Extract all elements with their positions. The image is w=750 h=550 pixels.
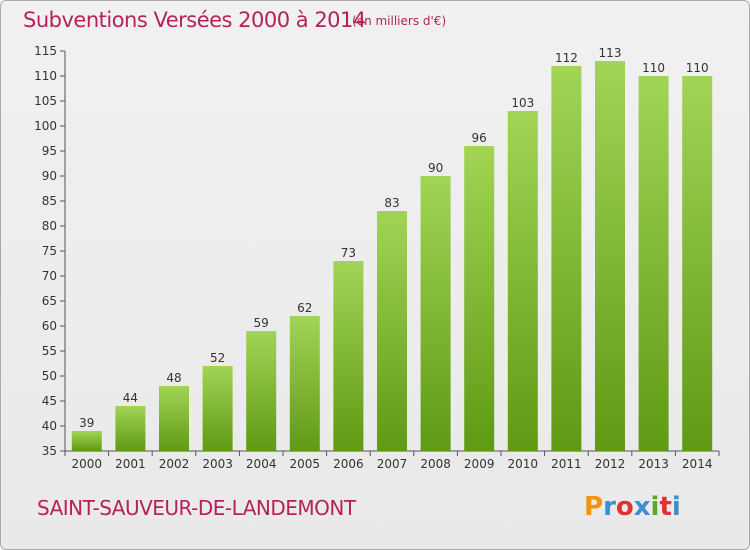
bar-layer: 39 44 48 52 59 62 73 83 90 96 103 112 113 110 110 [71, 46, 713, 451]
logo-letter: i [650, 492, 660, 522]
bar [420, 176, 451, 451]
y-tick-label: 110 [34, 69, 57, 83]
bar [202, 366, 233, 451]
y-tick-label: 105 [34, 94, 57, 108]
y-tick-label: 55 [42, 344, 57, 358]
x-tick-label: 2011 [551, 457, 582, 471]
y-tick-label: 65 [42, 294, 57, 308]
y-tick-label: 50 [42, 369, 57, 383]
x-tick-label: 2002 [159, 457, 190, 471]
axis-layer: 35 40 45 50 55 60 65 70 75 80 85 90 95 100 105 110 115 20… [34, 44, 720, 471]
x-tick-label: 2003 [202, 457, 233, 471]
bar [507, 111, 538, 451]
bar-value-label: 112 [555, 51, 578, 65]
bar-value-label: 39 [79, 416, 94, 430]
x-tick-label: 2005 [290, 457, 321, 471]
bar [289, 316, 320, 451]
bar-value-label: 110 [642, 61, 665, 75]
y-tick-label: 80 [42, 219, 57, 233]
bar [595, 61, 625, 451]
bar [333, 261, 364, 451]
bar [682, 76, 713, 451]
y-tick-label: 100 [34, 119, 57, 133]
bar-value-label: 110 [686, 61, 709, 75]
bar-value-label: 59 [254, 316, 269, 330]
logo-letter: i [671, 492, 681, 522]
proxiti-logo[interactable]: Proxiti [584, 492, 681, 522]
bar-value-label: 62 [297, 301, 312, 315]
y-tick-label: 70 [42, 269, 57, 283]
y-tick-label: 60 [42, 319, 57, 333]
bar-value-label: 73 [341, 246, 356, 260]
chart-title: Subventions Versées 2000 à 2014 [23, 8, 366, 32]
logo-letter: P [584, 492, 604, 522]
x-tick-label: 2012 [595, 457, 626, 471]
bar-value-label: 90 [428, 161, 443, 175]
bar-value-label: 96 [472, 131, 487, 145]
bar-value-label: 52 [210, 351, 225, 365]
y-tick-label: 35 [42, 444, 57, 458]
x-tick-label: 2010 [508, 457, 539, 471]
logo-letter: r [603, 492, 616, 522]
logo-letter: o [615, 492, 634, 522]
y-tick-label: 75 [42, 244, 57, 258]
bar-value-label: 113 [599, 46, 622, 60]
logo-letter: x [633, 492, 651, 522]
x-tick-label: 2014 [682, 457, 713, 471]
bar [246, 331, 277, 451]
bar [377, 211, 407, 451]
y-tick-label: 115 [34, 44, 57, 58]
x-tick-label: 2008 [420, 457, 451, 471]
x-tick-label: 2007 [377, 457, 408, 471]
x-tick-label: 2000 [72, 457, 103, 471]
bar [71, 431, 102, 451]
bar [159, 386, 189, 451]
x-tick-label: 2013 [638, 457, 669, 471]
x-tick-label: 2006 [333, 457, 364, 471]
bar [638, 76, 669, 451]
x-tick-label: 2001 [115, 457, 146, 471]
bar-value-label: 44 [123, 391, 138, 405]
y-tick-label: 85 [42, 194, 57, 208]
bar-value-label: 48 [166, 371, 181, 385]
commune-name: SAINT-SAUVEUR-DE-LANDEMONT [37, 496, 356, 520]
bar [551, 66, 582, 451]
y-tick-label: 40 [42, 419, 57, 433]
x-tick-label: 2004 [246, 457, 277, 471]
bar-value-label: 103 [511, 96, 534, 110]
bar-value-label: 83 [384, 196, 399, 210]
chart-subtitle: (en milliers d'€) [352, 14, 447, 28]
y-tick-label: 95 [42, 144, 57, 158]
y-tick-label: 45 [42, 394, 57, 408]
logo-letter: t [659, 492, 672, 522]
bar [464, 146, 495, 451]
bar [115, 406, 146, 451]
y-tick-label: 90 [42, 169, 57, 183]
x-tick-label: 2009 [464, 457, 495, 471]
